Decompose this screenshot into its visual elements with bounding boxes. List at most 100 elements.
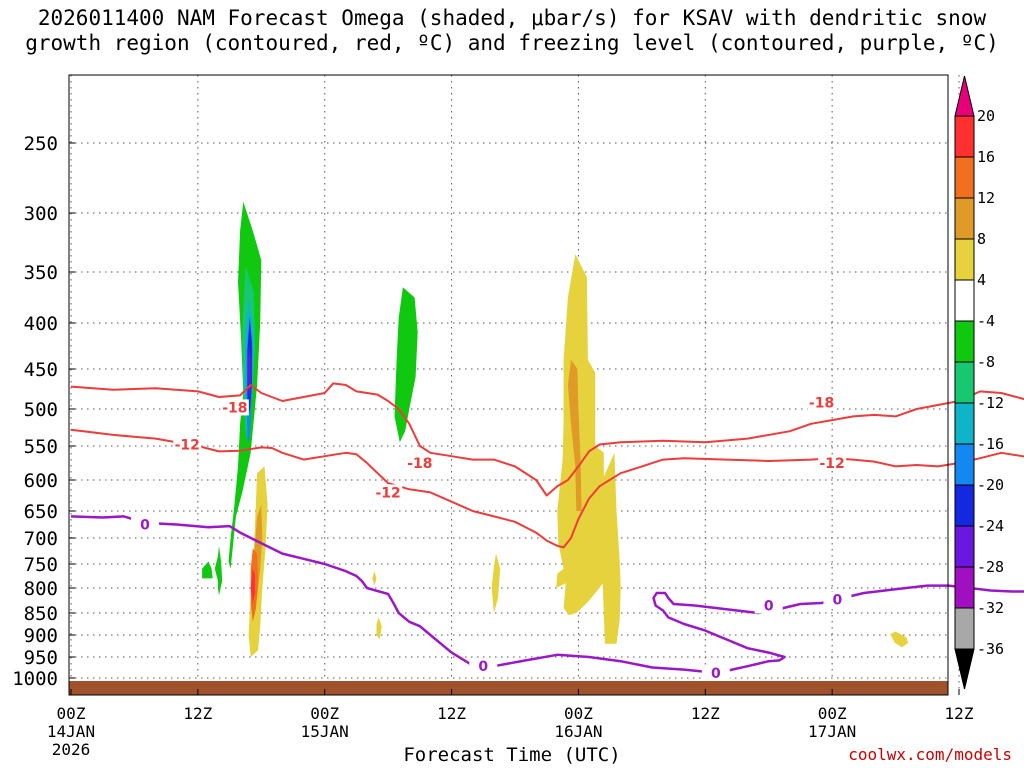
colorbar-bin-13 [954, 607, 975, 650]
dgz-contour-1-label-1: -12 [375, 485, 400, 501]
freezing-contour-0-label-0: 0 [140, 518, 150, 534]
y-tick-label-950: 950 [24, 647, 58, 669]
dgz-contour-1-label-bg-2 [818, 455, 847, 471]
colorbar-label-9: -20 [977, 476, 1004, 494]
colorbar-label-12: -32 [977, 599, 1004, 617]
dgz-contour-1-label-2: -12 [819, 456, 844, 472]
x-tick-label-84: 12Z [945, 704, 974, 723]
plot-frame [68, 74, 949, 696]
omega-region-18 [890, 631, 909, 648]
x-tick-label-12: 12Z [183, 704, 212, 723]
x-tick-year-0: 2026 [52, 740, 91, 759]
y-tick-label-1000: 1000 [12, 668, 58, 690]
freezing-contours: 0 0 0 0 0 [70, 515, 1024, 682]
y-tick-label-800: 800 [24, 578, 58, 600]
x-tick-label-72: 00Z [818, 704, 847, 723]
x-tick-date-0: 14JAN [47, 722, 95, 741]
x-tick-date-24: 15JAN [301, 722, 349, 741]
omega-region-15 [491, 553, 501, 613]
colorbar-label-2: 12 [977, 189, 995, 207]
y-tick-label-250: 250 [24, 133, 58, 155]
dgz-contour-0-label-bg-2 [807, 394, 836, 411]
x-tick-label-60: 12Z [691, 704, 720, 723]
colorbar-label-6: -8 [977, 353, 995, 371]
omega-region-2 [202, 561, 213, 579]
freezing-contour-0-label-4: 0 [833, 593, 843, 609]
y-tick-label-700: 700 [24, 528, 58, 550]
colorbar-bin-5 [954, 279, 975, 322]
colorbar-label-4: 4 [977, 271, 986, 289]
colorbar-bin-4 [954, 238, 975, 281]
dgz-contour-1-label-bg-1 [374, 484, 403, 501]
x-axis-label: Forecast Time (UTC) [403, 744, 621, 766]
freezing-contour-0-line [70, 515, 1024, 673]
colorbar-label-10: -24 [977, 517, 1004, 535]
omega-region-3 [394, 287, 418, 443]
y-tick-label-650: 650 [24, 501, 58, 523]
x-tick-label-48: 00Z [564, 704, 593, 723]
omega-region-14 [376, 617, 382, 640]
colorbar-bin-8 [954, 402, 975, 445]
colorbar-bin-6 [954, 320, 975, 363]
y-tick-label-350: 350 [24, 262, 58, 284]
y-tick-label-600: 600 [24, 470, 58, 492]
freezing-contour-0-label-bg-3 [754, 597, 783, 614]
colorbar-bottom-arrow [954, 648, 975, 690]
omega-region-1 [214, 545, 223, 596]
dgz-contours: -18 -18 -18 -12 -12 -12 [70, 382, 1024, 549]
colorbar-label-1: 16 [977, 148, 995, 166]
y-tick-label-300: 300 [24, 203, 58, 225]
colorbar-label-0: 20 [977, 107, 995, 125]
gridlines [69, 75, 960, 695]
y-tick-label-500: 500 [24, 399, 58, 421]
colorbar-bin-10 [954, 484, 975, 527]
colorbar-label-11: -28 [977, 558, 1004, 576]
freezing-contour-0-label-1: 0 [478, 659, 488, 675]
chart-title: 2026011400 NAM Forecast Omega (shaded, μ… [0, 6, 1024, 56]
y-tick-label-550: 550 [24, 436, 58, 458]
colorbar-bin-7 [954, 361, 975, 404]
freezing-contour-0-label-3: 0 [764, 599, 774, 615]
x-tick-label-0: 00Z [57, 704, 86, 723]
freezing-contour-0-label-bg-1 [469, 658, 498, 675]
colorbar-label-7: -12 [977, 394, 1004, 412]
dgz-contour-0-label-2: -18 [809, 396, 834, 412]
colorbar-label-3: 8 [977, 230, 986, 248]
omega-shading [202, 201, 909, 657]
dgz-contour-0-label-1: -18 [407, 456, 432, 472]
y-axis-ticks: 2503003504004505005506006507007508008509… [12, 133, 75, 690]
y-tick-label-850: 850 [24, 603, 58, 625]
freezing-contour-0-label-bg-0 [131, 516, 159, 533]
x-tick-label-36: 12Z [437, 704, 466, 723]
dgz-contour-0-label-bg-0 [220, 399, 249, 416]
freezing-contour-0-label-bg-2 [701, 664, 730, 681]
dgz-contour-1-line [70, 428, 1024, 549]
dgz-contour-0-label-0: -18 [222, 400, 247, 416]
x-tick-label-24: 00Z [310, 704, 339, 723]
y-tick-label-900: 900 [24, 625, 58, 647]
dgz-contour-1-label-0: -12 [175, 438, 200, 454]
colorbar-bin-9 [954, 443, 975, 486]
colorbar-bin-11 [954, 525, 975, 568]
omega-region-16 [556, 254, 621, 644]
omega-region-17 [567, 359, 582, 511]
y-tick-label-750: 750 [24, 554, 58, 576]
dgz-contour-0-line [70, 382, 1024, 497]
terrain-ground [69, 681, 948, 695]
freezing-contour-0-label-bg-4 [823, 591, 852, 608]
colorbar-bin-2 [954, 156, 975, 199]
title-line-1: 2026011400 NAM Forecast Omega (shaded, μ… [37, 6, 987, 30]
x-tick-date-48: 16JAN [554, 722, 602, 741]
y-tick-label-400: 400 [24, 313, 58, 335]
colorbar: 20 16 12 8 4 -4 -8 -12 -16 -20 -24 -28 -32 -36 [954, 75, 1004, 690]
colorbar-label-13: -36 [977, 640, 1004, 658]
colorbar-label-8: -16 [977, 435, 1004, 453]
site-credit: coolwx.com/models [848, 745, 1012, 764]
x-tick-date-72: 17JAN [808, 722, 856, 741]
freezing-contour-0-label-2: 0 [711, 666, 721, 682]
colorbar-bin-1 [954, 115, 975, 158]
colorbar-top-arrow [954, 75, 975, 117]
omega-region-12 [250, 568, 255, 603]
